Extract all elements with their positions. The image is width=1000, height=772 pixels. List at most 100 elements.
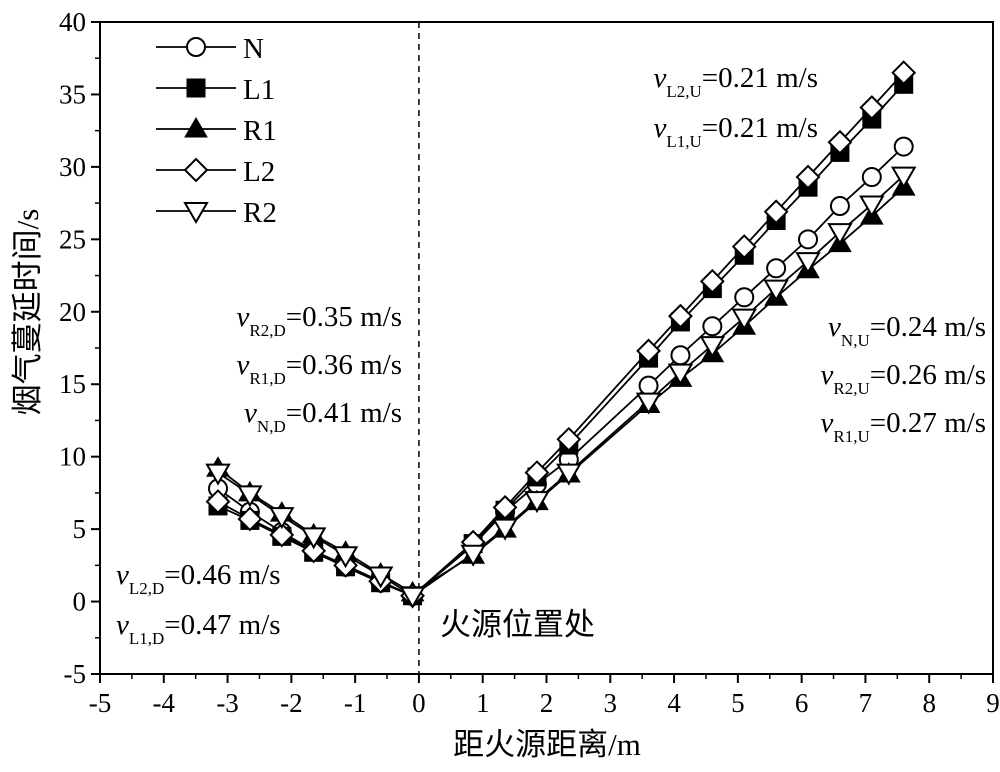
data-point-r2 [237,485,263,508]
y-tick-label: 35 [59,79,86,109]
markers-r2 [205,166,917,609]
legend-label-r2: R2 [243,197,277,229]
data-point-l2 [524,460,550,486]
data-point-l2 [237,506,263,532]
legend-label-l1: L1 [243,74,275,106]
velocity-annotation: vN,U=0.24 m/s [828,311,986,350]
velocity-subscript: L2,D [129,579,164,598]
velocity-symbol: v [820,407,833,439]
data-point-r2 [795,252,821,275]
x-tick-label: -1 [344,688,367,718]
x-tick-label: 2 [540,688,554,718]
y-tick-label: 0 [73,587,87,617]
data-point-n [638,375,659,396]
x-tick-label: 7 [859,688,873,718]
data-point-l2 [795,164,821,190]
velocity-annotation: vN,D=0.41 m/s [244,397,402,436]
data-point-r2 [300,527,327,550]
data-point-r2 [827,223,853,246]
velocity-subscript: R1,D [249,369,285,388]
velocity-subscript: N,U [841,331,870,350]
data-point-r2 [492,518,518,541]
data-point-n [766,258,787,279]
data-point-l2 [731,234,757,259]
x-tick-label: -4 [153,688,176,718]
y-tick-label: 5 [73,514,87,544]
legend-label-r1: R1 [243,115,277,147]
velocity-symbol: v [116,609,129,641]
data-point-n [670,345,691,366]
x-tick-label: 6 [795,688,809,718]
velocity-symbol: v [236,301,249,333]
velocity-subscript: N,D [257,417,286,436]
x-tick-label: -5 [89,688,112,718]
velocity-subscript: R2,U [833,379,869,398]
velocity-subscript: L1,D [129,629,164,648]
velocity-value: =0.21 m/s [702,112,818,144]
x-tick-label: -2 [280,688,303,718]
x-axis-title: 距火源距离/m [453,727,641,762]
legend-label-l2: L2 [243,156,275,188]
data-point-r2 [763,279,789,302]
velocity-annotation: vL1,U=0.21 m/s [653,112,818,151]
velocity-value: =0.26 m/s [870,359,986,391]
velocity-value: =0.35 m/s [286,301,402,333]
data-point-n [893,136,914,157]
data-point-r2 [460,544,486,567]
legend-marker-l1 [186,78,206,98]
data-point-r2 [332,546,359,569]
velocity-symbol: v [828,311,841,343]
velocity-value: =0.47 m/s [164,609,280,641]
velocity-annotation: vL2,U=0.21 m/s [653,62,818,101]
velocity-value: =0.24 m/s [870,311,986,343]
data-point-r2 [635,392,662,415]
data-point-r2 [699,336,726,359]
data-point-r2 [667,363,694,386]
velocity-subscript: L1,U [666,132,701,151]
series-l2 [217,72,905,597]
velocity-symbol: v [653,112,666,144]
legend-label-n: N [243,33,264,65]
data-point-l2 [668,303,693,329]
legend-item-r2: R2 [156,197,277,229]
velocity-value: =0.46 m/s [164,559,280,591]
legend-marker-r1 [184,117,208,138]
velocity-value: =0.27 m/s [870,407,986,439]
velocity-subscript: L2,U [666,82,701,101]
x-tick-label: 5 [731,688,745,718]
data-point-r2 [205,463,231,486]
velocity-symbol: v [820,359,833,391]
data-point-l2 [269,522,295,548]
data-point-r2 [399,586,426,609]
data-point-l2 [301,538,327,564]
velocity-value: =0.41 m/s [286,397,402,429]
velocity-annotation: vL2,D=0.46 m/s [116,559,281,598]
velocity-symbol: v [236,349,249,381]
data-point-r2 [556,463,582,486]
legend-marker-r2 [183,202,209,224]
velocity-annotation: vR2,U=0.26 m/s [820,359,986,398]
fire-location-label: 火源位置处 [440,607,595,642]
data-point-n [861,167,882,188]
data-point-l2 [492,494,518,520]
axes: -5 -4 -3 -2 -1 0 1 2 3 4 5 6 7 8 9 -5 0 5 10 15 20 25 30 35 40 [59,7,1000,718]
y-tick-label: 10 [59,442,86,472]
y-axis-title: 烟气蔓延时间/s [10,209,45,416]
data-point-r2 [890,166,917,189]
legend-item-n: N [156,33,264,65]
data-point-l2 [859,95,885,120]
data-point-l2 [891,60,917,86]
y-tick-label: 15 [59,369,86,399]
data-point-r2 [731,308,757,331]
data-point-r2 [269,507,295,530]
series-line-l2 [217,72,905,597]
series-layer [205,60,917,609]
legend: N L1 R1 L2 R2 [156,33,277,229]
legend-item-l1: L1 [156,74,275,106]
data-point-n [702,316,723,337]
